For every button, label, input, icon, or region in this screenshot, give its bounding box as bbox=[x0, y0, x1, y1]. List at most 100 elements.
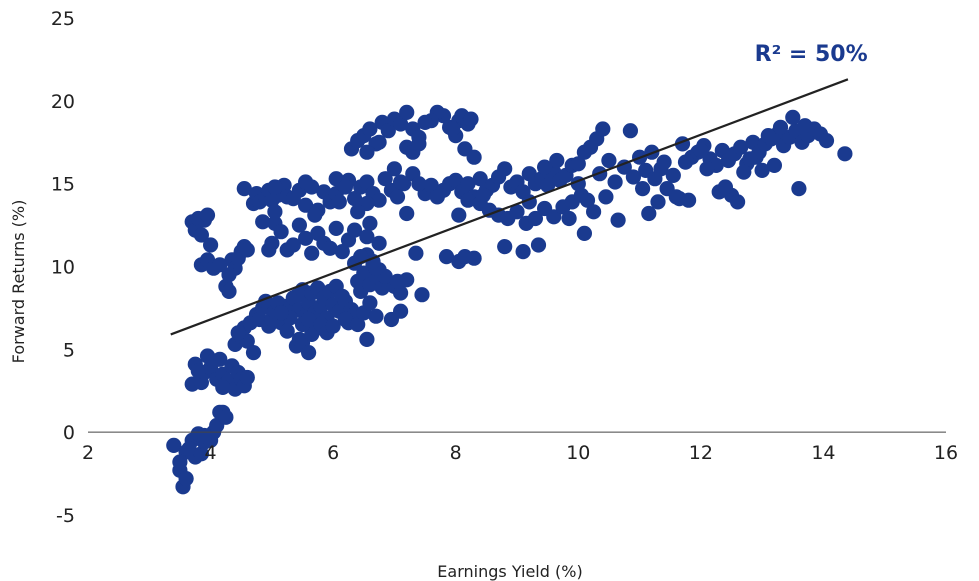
x-tick-label: 6 bbox=[327, 442, 339, 464]
data-point bbox=[322, 240, 338, 256]
data-point bbox=[393, 116, 409, 132]
x-tick-label: 10 bbox=[566, 442, 590, 464]
data-point bbox=[411, 176, 427, 192]
data-point bbox=[466, 250, 482, 266]
data-point bbox=[181, 441, 197, 457]
data-point bbox=[576, 225, 593, 241]
data-point bbox=[393, 174, 409, 190]
data-point bbox=[754, 162, 770, 178]
data-point bbox=[515, 244, 531, 260]
data-point bbox=[239, 242, 255, 258]
data-point bbox=[540, 177, 556, 193]
data-point bbox=[414, 287, 430, 303]
data-point bbox=[730, 194, 746, 210]
data-point bbox=[393, 303, 409, 319]
data-point bbox=[199, 207, 216, 223]
data-point bbox=[190, 363, 206, 379]
data-point bbox=[772, 119, 789, 135]
scatter-points bbox=[166, 104, 853, 495]
y-tick-label: 0 bbox=[63, 422, 75, 444]
data-point bbox=[641, 205, 657, 222]
data-point bbox=[359, 229, 375, 245]
data-point bbox=[736, 164, 752, 180]
data-point bbox=[463, 111, 479, 127]
data-point bbox=[236, 181, 252, 197]
data-point bbox=[448, 172, 464, 188]
y-tick-label: 20 bbox=[51, 91, 75, 113]
data-point bbox=[650, 194, 666, 210]
data-point bbox=[699, 161, 715, 177]
data-point bbox=[693, 142, 709, 159]
data-point bbox=[301, 311, 317, 328]
data-point bbox=[337, 311, 353, 328]
data-point bbox=[472, 171, 488, 187]
y-tick-label: 25 bbox=[51, 8, 75, 30]
data-point bbox=[218, 409, 234, 425]
data-point bbox=[601, 152, 617, 169]
data-point bbox=[261, 242, 277, 258]
data-point bbox=[377, 171, 393, 187]
data-point bbox=[368, 308, 384, 324]
data-point bbox=[221, 267, 237, 283]
data-point bbox=[681, 192, 697, 208]
data-point bbox=[298, 174, 314, 190]
data-point bbox=[733, 139, 749, 155]
data-point bbox=[785, 109, 801, 125]
data-point bbox=[328, 220, 344, 236]
data-point bbox=[818, 133, 835, 149]
data-point bbox=[362, 121, 378, 137]
data-point bbox=[537, 159, 553, 175]
data-point bbox=[389, 189, 406, 205]
data-point bbox=[668, 189, 684, 205]
data-point bbox=[717, 179, 734, 195]
data-point bbox=[579, 192, 596, 208]
data-point bbox=[598, 189, 614, 205]
data-point bbox=[359, 331, 375, 347]
data-point bbox=[350, 204, 366, 220]
data-point bbox=[595, 121, 611, 137]
data-point bbox=[212, 257, 228, 273]
x-tick-label: 14 bbox=[811, 442, 835, 464]
data-point bbox=[337, 179, 353, 195]
data-point bbox=[166, 437, 182, 453]
data-point bbox=[298, 197, 314, 213]
data-point bbox=[291, 217, 307, 233]
data-point bbox=[760, 128, 776, 144]
data-point bbox=[193, 227, 209, 243]
data-point bbox=[255, 214, 271, 230]
data-point bbox=[766, 157, 783, 173]
data-point bbox=[331, 194, 347, 210]
y-axis-title: Forward Returns (%) bbox=[9, 200, 28, 364]
data-point bbox=[622, 123, 639, 139]
data-point bbox=[497, 161, 513, 177]
data-point bbox=[509, 204, 525, 220]
data-point bbox=[196, 427, 212, 444]
data-point bbox=[445, 121, 461, 137]
data-point bbox=[215, 379, 231, 395]
data-point bbox=[285, 237, 301, 253]
data-point bbox=[386, 161, 402, 177]
x-tick-label: 8 bbox=[450, 442, 462, 464]
data-point bbox=[417, 114, 433, 130]
data-point bbox=[586, 204, 602, 220]
data-point bbox=[393, 285, 409, 301]
data-point bbox=[172, 454, 188, 470]
data-point bbox=[307, 207, 323, 223]
data-point bbox=[466, 149, 482, 165]
data-point bbox=[221, 283, 237, 299]
data-point bbox=[411, 136, 427, 152]
data-point bbox=[527, 210, 544, 227]
data-point bbox=[380, 123, 396, 139]
data-point bbox=[206, 353, 222, 369]
data-point bbox=[561, 210, 577, 227]
data-point bbox=[239, 369, 255, 386]
r-squared-annotation: R² = 50% bbox=[755, 42, 868, 67]
data-point bbox=[607, 174, 623, 190]
data-point bbox=[460, 176, 476, 192]
data-point bbox=[325, 318, 341, 334]
y-tick-label: 10 bbox=[51, 257, 75, 279]
data-point bbox=[549, 152, 565, 169]
data-point bbox=[399, 104, 415, 120]
data-point bbox=[347, 191, 363, 207]
data-point bbox=[625, 169, 642, 185]
